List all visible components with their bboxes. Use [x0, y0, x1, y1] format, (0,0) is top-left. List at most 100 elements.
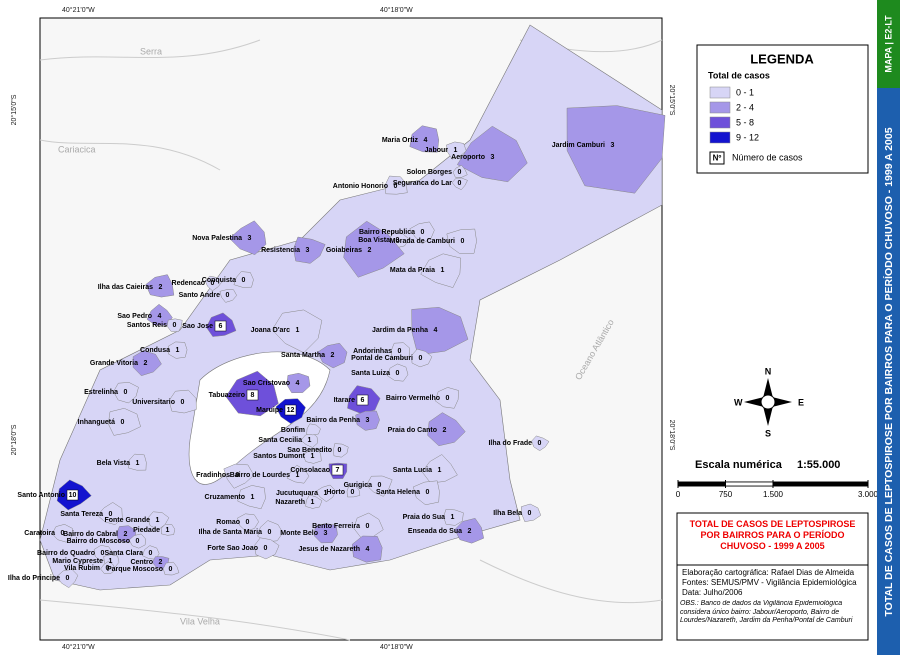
- neighborhood-name: Praia do Sua: [403, 514, 446, 521]
- scale-tick-label: 1.500: [763, 490, 784, 499]
- neighborhood-name: Sao Benedito: [287, 447, 332, 454]
- case-count: 0: [211, 280, 215, 287]
- case-count: 2: [368, 247, 372, 254]
- case-count: 0: [394, 183, 398, 190]
- neighborhood-area: [286, 464, 310, 484]
- neighborhood-area: [452, 164, 468, 178]
- scale-tick-label: 0: [676, 490, 681, 499]
- neighborhood-name: Ilha das Caieiras: [98, 284, 153, 291]
- case-count: 0: [149, 550, 153, 557]
- neighborhood-area: [286, 372, 311, 394]
- credits-box: [676, 564, 869, 641]
- neighborhood-name: Ilha do Frade: [488, 440, 532, 447]
- legend-number-label: Número de casos: [732, 152, 803, 162]
- case-count: 0: [351, 489, 355, 496]
- neighborhood-area: [302, 447, 322, 464]
- case-count: 2: [443, 427, 447, 434]
- scale-ratio: 1:55.000: [797, 459, 840, 471]
- neighborhood-area: [446, 141, 467, 160]
- neighborhood-area: [293, 236, 326, 264]
- case-count: 1: [438, 467, 442, 474]
- neighborhood-area: [411, 348, 433, 368]
- neighborhood-name: Santa Cecilia: [258, 437, 302, 444]
- case-count: 0: [242, 277, 246, 284]
- neighborhood-area: [412, 480, 440, 506]
- case-count: 2: [124, 531, 128, 538]
- scale-segment: [725, 481, 774, 487]
- neighborhood-name: Bonfim: [281, 427, 305, 434]
- neighborhood-name: Bairro do Cabral: [63, 531, 118, 538]
- side-code: MAPA | E2-LT: [883, 15, 893, 73]
- neighborhood-area: [162, 561, 180, 576]
- neighborhood-area: [333, 443, 349, 458]
- neighborhood-name: Santos Dumont: [253, 453, 305, 460]
- legend-label: 9 - 12: [736, 132, 759, 142]
- neighborhood-name: Goiabeiras: [326, 247, 362, 254]
- neighborhood-area: [229, 220, 267, 255]
- case-count: 0: [226, 292, 230, 299]
- side-code-bg: [877, 0, 900, 88]
- neighborhood-name: Maria Ortiz: [382, 137, 419, 144]
- neighborhood-area: [116, 525, 136, 543]
- neighborhood-area: [145, 274, 175, 298]
- legend-number-symbol: Nº: [713, 154, 722, 163]
- case-count: 3: [324, 530, 328, 537]
- neighborhood-area: [443, 509, 464, 526]
- neighborhood-name: Bairro do Quadro: [37, 550, 95, 557]
- neighborhood-area: [386, 363, 409, 382]
- coord-label: 40°21'0"W: [62, 643, 95, 651]
- neighborhood-name: Sao Cristovao: [243, 380, 290, 387]
- case-count: 0: [124, 389, 128, 396]
- neighborhood-area: [128, 533, 146, 549]
- note: OBS.: Banco de dados da Vigilância Epide…: [680, 600, 853, 624]
- neighborhood-area: [56, 569, 79, 589]
- neighborhood-name: Redencao: [172, 280, 205, 287]
- neighborhood-area: [166, 318, 183, 332]
- coord-label: 40°21'0"W: [62, 6, 95, 14]
- neighborhood-area: [351, 535, 383, 563]
- coord-label: 40°18'0"W: [380, 643, 413, 651]
- neighborhood-name: Santa Martha: [281, 352, 325, 359]
- neighborhood-area: [456, 125, 528, 183]
- legend-label: 0 - 1: [736, 87, 754, 97]
- case-count: 10: [69, 492, 77, 499]
- case-count: 4: [424, 137, 428, 144]
- case-count: 2: [159, 559, 163, 566]
- note-holder: OBS.: Banco de dados da Vigilância Epide…: [680, 600, 853, 624]
- neighborhood-name: Santa Luiza: [351, 370, 390, 377]
- neighborhood-name: Bela Vista: [97, 460, 130, 467]
- neighborhood-name: Bairro da Penha: [306, 417, 360, 424]
- neighborhood-area: [315, 484, 336, 503]
- case-count: 1: [156, 517, 160, 524]
- neighborhood-area: [100, 560, 116, 574]
- case-count: 1: [308, 437, 312, 444]
- neighborhood-name: Ilha do Principe: [8, 575, 60, 582]
- legend-subtitle: Total de casos: [708, 70, 770, 80]
- neighborhood-name: Monte Belo: [280, 530, 318, 537]
- case-count: 1: [176, 347, 180, 354]
- neighborhood-name: Joana D'arc: [251, 327, 291, 334]
- case-count: 8: [251, 392, 255, 399]
- legend-label: 2 - 4: [736, 102, 754, 112]
- neighborhood-name: Fradinhos: [196, 472, 230, 479]
- neighborhood-area: [161, 523, 176, 536]
- neighborhood-area: [146, 303, 173, 326]
- case-box: [66, 489, 79, 501]
- neighborhood-name: Tabuazeiro: [209, 392, 245, 399]
- neighborhood-name: Conquista: [202, 277, 236, 284]
- case-count: 1: [251, 494, 255, 501]
- case-count: 1: [296, 327, 300, 334]
- neighborhood-area: [366, 475, 393, 497]
- neighborhood-area: [520, 503, 542, 522]
- neighborhood-name: Caratoira: [24, 530, 55, 537]
- case-count: 0: [109, 511, 113, 518]
- case-count: 2: [159, 284, 163, 291]
- neighborhood-name: Bairro de Lourdes: [230, 472, 290, 479]
- neighborhood-name: Mata da Praia: [390, 267, 435, 274]
- case-count: 3: [491, 154, 495, 161]
- neighborhood-name: Santo Andre: [179, 292, 220, 299]
- credit-line: Fontes: SEMUS/PMV - Vigilância Epidemiol…: [682, 578, 857, 587]
- neighborhood-name: Romao: [216, 519, 240, 526]
- neighborhood-name: Inhanguetá: [78, 419, 115, 426]
- case-count: 1: [324, 490, 328, 497]
